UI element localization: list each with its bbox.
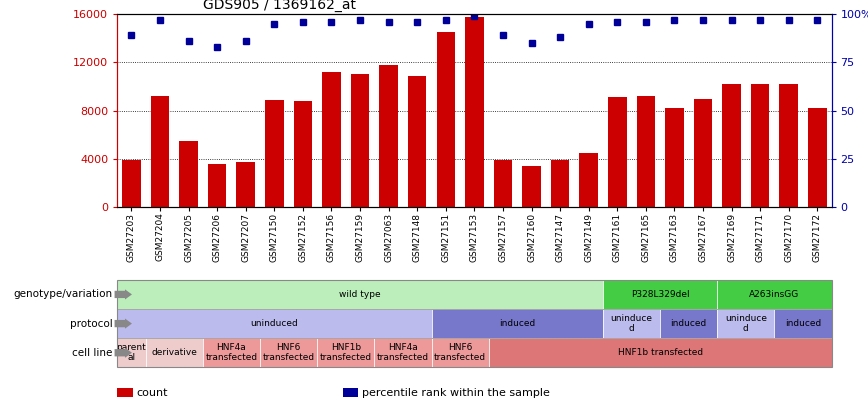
Text: uninduced: uninduced [251,319,299,328]
Text: derivative: derivative [151,348,197,357]
Text: uninduce
d: uninduce d [725,314,766,333]
Text: genotype/variation: genotype/variation [14,290,113,299]
Bar [351,75,370,207]
Text: P328L329del: P328L329del [631,290,689,299]
Bar [151,96,169,207]
Bar [293,101,312,207]
Text: count: count [136,388,168,398]
Text: induced: induced [671,319,707,328]
Bar [808,108,826,207]
Text: HNF1b transfected: HNF1b transfected [617,348,703,357]
Bar [465,17,483,207]
Text: GDS905 / 1369162_at: GDS905 / 1369162_at [203,0,356,12]
Bar [722,84,740,207]
Text: HNF4a
transfected: HNF4a transfected [377,343,429,362]
Bar [180,141,198,207]
Text: protocol: protocol [70,319,113,328]
Bar [523,166,541,207]
Text: percentile rank within the sample: percentile rank within the sample [362,388,549,398]
Text: parent
al: parent al [116,343,147,362]
Bar [322,72,341,207]
Bar [265,100,284,207]
Text: HNF4a
transfected: HNF4a transfected [206,343,258,362]
Bar [636,96,655,207]
Bar [122,160,141,207]
Text: cell line: cell line [72,348,113,358]
Bar [236,162,255,207]
Bar [408,76,426,207]
Bar [608,97,627,207]
Bar [494,160,512,207]
Bar [665,108,684,207]
Text: A263insGG: A263insGG [749,290,799,299]
Text: wild type: wild type [339,290,381,299]
Text: HNF6
transfected: HNF6 transfected [262,343,315,362]
Text: HNF1b
transfected: HNF1b transfected [319,343,372,362]
Bar [208,164,227,207]
Text: induced: induced [785,319,821,328]
Text: uninduce
d: uninduce d [610,314,653,333]
Text: induced: induced [499,319,536,328]
Bar [779,84,798,207]
Bar [379,65,398,207]
Bar [694,98,713,207]
Text: HNF6
transfected: HNF6 transfected [434,343,486,362]
Bar [751,84,769,207]
Bar [551,160,569,207]
Bar [437,32,455,207]
Bar [579,153,598,207]
